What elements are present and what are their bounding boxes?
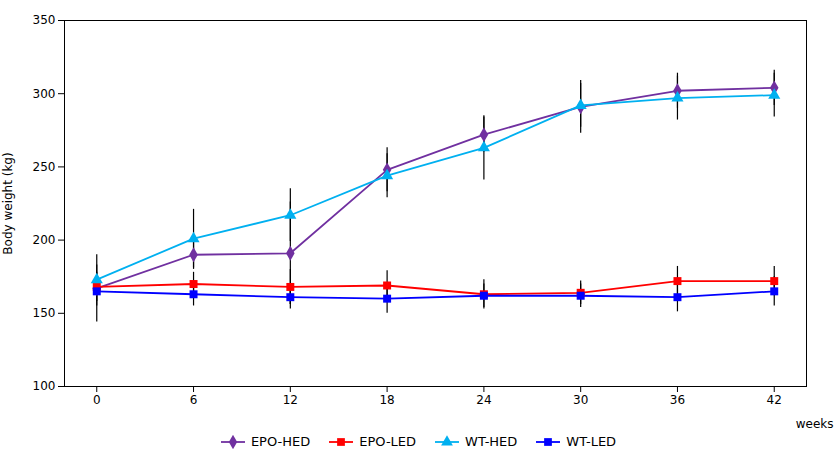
- svg-text:24: 24: [476, 393, 491, 407]
- svg-text:200: 200: [33, 233, 56, 247]
- svg-text:350: 350: [33, 13, 56, 27]
- svg-text:weeks: weeks: [796, 417, 834, 431]
- svg-text:36: 36: [670, 393, 685, 407]
- svg-text:250: 250: [33, 160, 56, 174]
- svg-text:30: 30: [573, 393, 588, 407]
- html-text:EPO-HED: EPO-HED: [250, 434, 311, 449]
- svg-text:150: 150: [33, 306, 56, 320]
- svg-text:0: 0: [93, 393, 101, 407]
- html-text:WT-HED: WT-HED: [465, 434, 518, 449]
- html-text:EPO-LED: EPO-LED: [359, 434, 416, 449]
- svg-text:42: 42: [767, 393, 782, 407]
- svg-text:300: 300: [33, 87, 56, 101]
- svg-text:18: 18: [379, 393, 394, 407]
- svg-text:100: 100: [33, 379, 56, 393]
- svg-text:Body weight (kg): Body weight (kg): [1, 152, 15, 254]
- html-text:WT-LED: WT-LED: [566, 434, 617, 449]
- svg-text:6: 6: [190, 393, 198, 407]
- svg-text:12: 12: [283, 393, 298, 407]
